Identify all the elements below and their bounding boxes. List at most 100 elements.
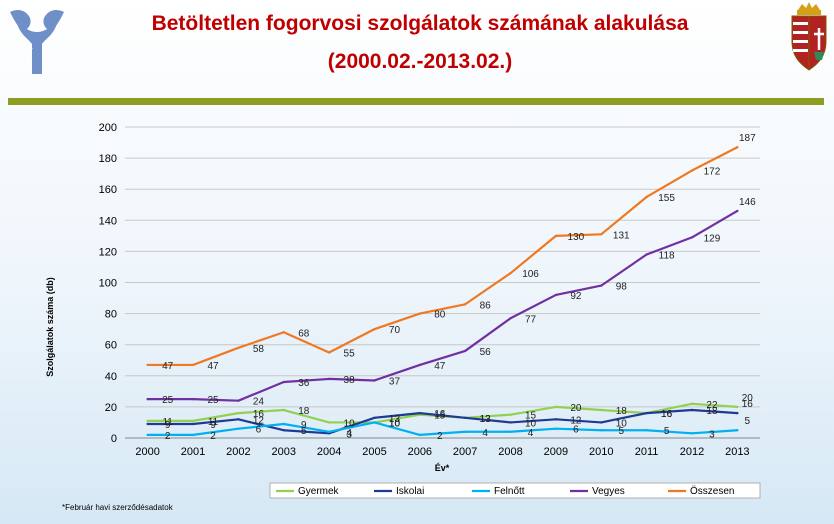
y-tick-label: 20 [105, 402, 117, 414]
data-point [282, 408, 285, 412]
data-point [690, 408, 694, 412]
x-tick-label: 2011 [635, 446, 659, 458]
data-point [509, 271, 512, 275]
data-point [645, 429, 648, 432]
data-point [373, 416, 376, 419]
data-label: 58 [253, 344, 265, 355]
data-label: 80 [434, 310, 446, 321]
x-tick-label: 2005 [362, 446, 386, 458]
footnote: *Február havi szerződésadatok [62, 503, 173, 512]
x-tick-label: 2002 [226, 446, 250, 458]
y-tick-label: 140 [99, 215, 117, 227]
data-label: 146 [739, 197, 756, 208]
y-axis-ticks: 0 20 40 60 80 100 120 140 160 180 200 [99, 122, 117, 445]
data-point [554, 427, 558, 430]
chart-legend: Gyermek Iskolai Felnőtt Vegyes Összesen [269, 482, 761, 499]
data-point [690, 432, 694, 435]
chart-series-lines [146, 146, 739, 437]
data-label: 25 [207, 395, 219, 406]
data-label: 11 [162, 417, 173, 428]
data-label: 10 [389, 418, 401, 429]
data-point [463, 303, 467, 306]
data-point [509, 421, 512, 424]
data-point [146, 419, 149, 423]
tooth-logo-icon [10, 10, 64, 74]
data-point [736, 429, 739, 432]
data-point [237, 346, 240, 350]
data-point [463, 416, 467, 419]
x-tick-label: 2013 [725, 446, 749, 458]
data-point [463, 349, 467, 353]
data-point [690, 402, 694, 405]
data-point [509, 430, 512, 433]
data-label: 2 [165, 431, 171, 442]
data-point [736, 405, 739, 409]
data-label: 12 [253, 415, 265, 426]
data-point [418, 363, 422, 367]
data-label: 16 [434, 409, 446, 420]
data-label: 13 [480, 414, 492, 425]
data-point [282, 422, 285, 426]
data-point [282, 380, 285, 384]
y-tick-label: 100 [99, 278, 117, 290]
y-tick-label: 0 [111, 433, 117, 445]
x-tick-label: 2009 [544, 446, 568, 458]
data-point [690, 169, 694, 172]
data-label: 15 [525, 411, 537, 422]
data-point [146, 397, 149, 401]
x-axis-ticks: 2000 2001 2002 2003 2004 2005 2006 2007 2008 2009… [135, 446, 749, 458]
data-point [600, 429, 603, 432]
x-tick-label: 2001 [181, 446, 205, 458]
data-label: 155 [658, 193, 675, 204]
data-point [237, 418, 240, 421]
data-label: 24 [253, 397, 265, 408]
data-point [146, 363, 149, 367]
data-point [237, 399, 240, 402]
slide-title-line1: Betöltetlen fogorvosi szolgálatok számán… [151, 12, 689, 35]
y-tick-label: 60 [105, 340, 117, 352]
x-tick-label: 2006 [408, 446, 432, 458]
data-point [191, 422, 195, 426]
data-point [554, 418, 558, 421]
data-label: 5 [664, 426, 670, 437]
data-label: 131 [613, 230, 630, 241]
data-label: 16 [253, 409, 265, 420]
data-point [554, 234, 558, 238]
data-point [509, 317, 512, 320]
data-label: 86 [480, 300, 492, 311]
data-label: 5 [618, 426, 624, 437]
y-tick-label: 80 [105, 309, 117, 321]
data-label: 5 [745, 416, 751, 427]
data-label: 47 [162, 361, 174, 372]
x-tick-label: 2012 [680, 446, 704, 458]
data-label: 77 [525, 314, 537, 325]
data-label: 2 [437, 431, 443, 442]
data-label: 130 [568, 232, 585, 243]
title-divider [8, 98, 824, 105]
data-label: 4 [346, 428, 352, 439]
x-tick-label: 2003 [272, 446, 296, 458]
data-point [418, 312, 422, 315]
data-label: 15 [434, 411, 446, 422]
data-label: 38 [344, 375, 356, 386]
data-label: 20 [742, 393, 754, 404]
data-label: 3 [346, 429, 352, 440]
slide-title-line2: (2000.02.-2013.02.) [327, 50, 513, 73]
series-line [147, 146, 738, 367]
data-point [191, 433, 195, 437]
coat-of-arms-icon [791, 2, 827, 71]
y-tick-label: 160 [99, 184, 117, 196]
data-label: 20 [570, 403, 582, 414]
data-label: 18 [706, 406, 718, 417]
legend-label: Iskolai [396, 486, 424, 497]
y-tick-label: 200 [99, 122, 117, 134]
y-axis-label: Szolgálatok száma (db) [45, 277, 55, 377]
data-label: 56 [480, 347, 492, 358]
data-label: 129 [704, 233, 721, 244]
x-axis-label: Év* [435, 463, 450, 473]
data-label: 16 [742, 399, 754, 410]
data-point [600, 408, 603, 412]
data-point [327, 430, 331, 433]
legend-label: Felnőtt [494, 486, 525, 497]
data-point [645, 411, 648, 415]
